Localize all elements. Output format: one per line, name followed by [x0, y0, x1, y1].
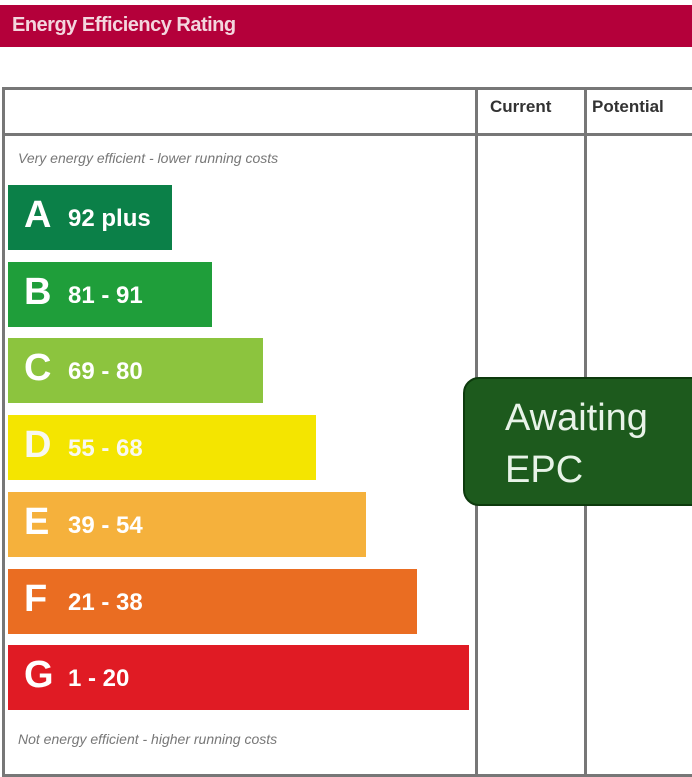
band-letter: E — [24, 501, 50, 543]
column-header-current: Current — [490, 97, 552, 116]
band-range: 55 - 68 — [68, 435, 143, 462]
band-bar-b: B 81 - 91 — [8, 262, 212, 327]
band-bar-a: A 92 plus — [8, 185, 172, 250]
title-band: Energy Efficiency Rating — [0, 5, 692, 47]
chart-title: Energy Efficiency Rating — [12, 14, 236, 36]
band-bar-e: E 39 - 54 — [8, 492, 366, 557]
band-letter: B — [24, 271, 52, 313]
band-bar-f: F 21 - 38 — [8, 569, 417, 634]
column-header-potential: Potential — [592, 97, 664, 116]
band-letter: G — [24, 654, 54, 696]
band-range: 81 - 91 — [68, 282, 143, 309]
band-letter: C — [24, 347, 52, 389]
band-letter: D — [24, 424, 52, 466]
band-range: 39 - 54 — [68, 512, 143, 539]
top-note: Very energy efficient - lower running co… — [18, 150, 279, 166]
band-letter: F — [24, 578, 48, 620]
header-divider — [2, 133, 692, 136]
bottom-note: Not energy efficient - higher running co… — [18, 731, 278, 747]
band-bar-c: C 69 - 80 — [8, 338, 263, 403]
current-rating-line2: EPC — [505, 449, 584, 491]
band-range: 21 - 38 — [68, 589, 143, 616]
band-range: 69 - 80 — [68, 358, 143, 385]
current-rating-line1: Awaiting — [505, 397, 648, 439]
band-range: 92 plus — [68, 205, 151, 232]
band-bar-d: D 55 - 68 — [8, 415, 316, 480]
band-letter: A — [24, 194, 52, 236]
band-range: 1 - 20 — [68, 665, 130, 692]
current-rating-arrow: Awaiting EPC — [463, 377, 692, 506]
band-bar-g: G 1 - 20 — [8, 645, 469, 710]
